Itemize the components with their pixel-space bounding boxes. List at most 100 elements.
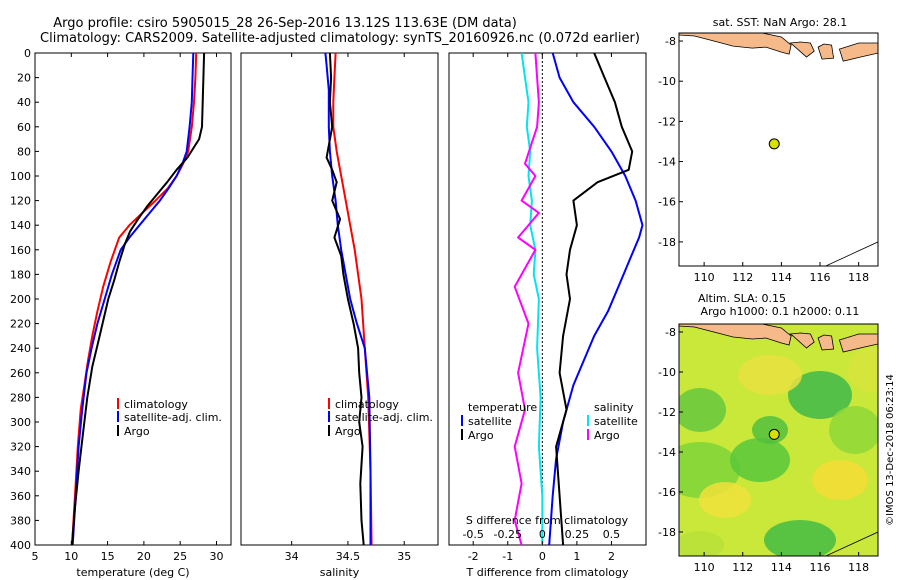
map-content: [679, 33, 878, 266]
sla-anomaly-patch: [738, 355, 802, 395]
x-tick-label: 34.5: [336, 550, 361, 563]
y-tick-label: 80: [17, 145, 31, 158]
legend-label: satellite-adj. clim.: [335, 411, 433, 424]
x-axis-label: temperature (deg C): [76, 566, 189, 579]
x-tick-label: 116: [810, 271, 831, 284]
y-tick-label: 100: [10, 170, 31, 183]
y-tick-label: -14: [658, 156, 676, 169]
legend-label: satellite: [594, 415, 638, 428]
y-tick-label: 140: [10, 219, 31, 232]
legend-label: climatology: [335, 398, 399, 411]
legend-label: satellite: [468, 415, 512, 428]
y-tick-label: 320: [10, 441, 31, 454]
series-line-1: [555, 52, 634, 546]
x-tick-label: 114: [771, 561, 792, 574]
y-tick-label: 20: [17, 72, 31, 85]
top-tick-label: 0.25: [565, 528, 590, 541]
x-tick-label: 10: [64, 550, 78, 563]
y-tick-label: 300: [10, 416, 31, 429]
y-tick-label: -16: [658, 486, 676, 499]
australia-coast-hint: [825, 531, 878, 556]
legend-label: climatology: [124, 398, 188, 411]
y-tick-label: 40: [17, 96, 31, 109]
y-tick-label: 280: [10, 391, 31, 404]
x-tick-label: 118: [848, 561, 869, 574]
sst-map-title: sat. SST: NaN Argo: 28.1: [713, 16, 847, 29]
figure-title-line1: Argo profile: csiro 5905015_28 26-Sep-20…: [53, 16, 517, 31]
y-tick-label: 400: [10, 539, 31, 552]
land-java: [679, 324, 792, 346]
sla-map: 110 112 114 116 118 -8 -10 -12 -14 -16 -18: [658, 323, 879, 574]
map-frame: [678, 32, 879, 267]
x-tick-label: 112: [732, 271, 753, 284]
y-tick-label: 220: [10, 318, 31, 331]
x-tick-label: 35: [397, 550, 411, 563]
land-lombok: [817, 43, 835, 60]
sla-anomaly-patch: [764, 520, 836, 556]
y-tick-label: -18: [658, 526, 676, 539]
y-tick-label: -12: [658, 115, 676, 128]
legend-label: Argo: [335, 425, 361, 438]
x-tick-label: 34: [285, 550, 299, 563]
series-line-0: [71, 52, 198, 546]
salinity-profile-chart: 34 34.5 35 salinity climatologysatellite-adj…: [240, 52, 439, 579]
x-tick-label: 114: [771, 271, 792, 284]
y-tick-label: -16: [658, 196, 676, 209]
sla-anomaly-patch: [829, 406, 878, 454]
land-sumbawa: [838, 333, 878, 353]
plot-frame: [34, 52, 232, 546]
sla-map-title-line2: Argo h1000: 0.1 h2000: 0.11: [701, 305, 860, 318]
legend-label: Argo: [124, 425, 150, 438]
y-tick-label: -18: [658, 236, 676, 249]
top-tick-label: 0: [539, 528, 546, 541]
legend-label: satellite-adj. clim.: [124, 411, 222, 424]
sst-map: 110 112 114 116 118 -8 -10 -12 -14 -16 -18: [658, 32, 879, 284]
y-tick-label: 60: [17, 121, 31, 134]
x-tick-label: 20: [137, 550, 151, 563]
sla-anomaly-patch: [788, 371, 852, 419]
x-tick-label: 15: [101, 550, 115, 563]
y-tick-label: -10: [658, 366, 676, 379]
map-content: [679, 324, 878, 556]
legend-title-salinity: salinity: [594, 401, 634, 414]
series-line-3: [513, 52, 540, 546]
y-tick-label: -12: [658, 406, 676, 419]
series-line-2: [325, 52, 365, 546]
sla-anomaly-patch: [730, 438, 790, 482]
sla-anomaly-patch: [812, 460, 868, 500]
y-tick-label: -14: [658, 446, 676, 459]
sla-map-title-line1: Altim. SLA: 0.15: [698, 292, 786, 305]
plot-frame: [240, 52, 439, 546]
land-sumbawa: [838, 42, 878, 62]
y-tick-label: -10: [658, 75, 676, 88]
x-tick-label: 118: [848, 271, 869, 284]
argo-position-marker: [768, 138, 780, 150]
figure-title-line2: Climatology: CARS2009. Satellite-adjuste…: [40, 31, 640, 46]
y-tick-label: -8: [665, 35, 676, 48]
x-tick-label: 110: [694, 271, 715, 284]
land-bali: [789, 41, 815, 58]
map-frame: [678, 323, 879, 557]
series-line-1: [71, 52, 195, 546]
plot-frame: [448, 52, 647, 546]
imos-watermark: ©IMOS 13-Dec-2018 06:23:14: [885, 374, 896, 526]
land-bali: [788, 332, 815, 349]
top-axis-label: S difference from climatology: [466, 514, 629, 527]
x-tick-label: 5: [32, 550, 39, 563]
sla-anomaly-patch: [848, 348, 878, 392]
top-tick-label: -0.25: [494, 528, 522, 541]
x-tick-label: 25: [173, 550, 187, 563]
sla-anomaly-patch: [679, 531, 724, 556]
y-tick-label: 240: [10, 342, 31, 355]
y-tick-label: 360: [10, 490, 31, 503]
series-line-2: [71, 52, 206, 546]
y-tick-label: 200: [10, 293, 31, 306]
x-tick-label: -2: [468, 550, 479, 563]
x-tick-label: 112: [732, 561, 753, 574]
x-tick-label: -1: [502, 550, 513, 563]
australia-coast-hint: [825, 241, 878, 266]
y-tick-label: 0: [24, 47, 31, 60]
land-lombok: [817, 334, 835, 351]
x-axis-label: T difference from climatology: [466, 566, 629, 579]
